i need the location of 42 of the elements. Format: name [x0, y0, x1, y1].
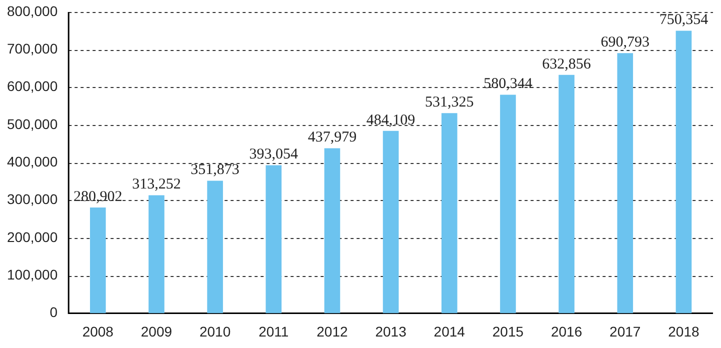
x-tick-label: 2010 — [199, 323, 231, 340]
bar — [382, 130, 399, 314]
data-label: 632,856 — [542, 56, 592, 72]
y-tick-label: 800,000 — [6, 2, 58, 19]
data-label: 750,354 — [659, 12, 709, 28]
bar — [500, 94, 516, 314]
x-tick-label: 2012 — [316, 323, 348, 340]
y-tick-label: 100,000 — [6, 266, 58, 282]
x-tick-label: 2009 — [140, 323, 172, 340]
x-tick-label: 2018 — [668, 323, 700, 340]
data-label: 690,793 — [600, 34, 650, 51]
data-label: 280,902 — [74, 188, 122, 205]
y-tick-label: 500,000 — [6, 116, 58, 132]
bar — [90, 207, 106, 314]
data-label: 437,979 — [308, 130, 357, 146]
data-label: 484,109 — [366, 112, 416, 128]
x-tick-label: 2017 — [610, 323, 641, 340]
y-tick-label: 300,000 — [6, 191, 58, 208]
y-tick-label: 600,000 — [6, 78, 58, 94]
y-tick-label: 0 — [50, 304, 58, 320]
data-label: 351,873 — [190, 162, 240, 178]
x-tick-label: 2008 — [82, 323, 114, 340]
x-tick-label: 2016 — [550, 323, 582, 340]
x-tick-label: 2013 — [375, 323, 407, 340]
data-label: 313,252 — [132, 176, 181, 193]
bar — [266, 165, 282, 314]
bar — [558, 74, 574, 314]
data-label: 531,325 — [425, 94, 474, 111]
bar — [148, 195, 164, 314]
bar — [617, 53, 634, 314]
x-tick-label: 2011 — [258, 323, 289, 340]
data-label: 580,344 — [484, 76, 533, 92]
y-tick-label: 400,000 — [6, 153, 58, 170]
x-tick-label: 2015 — [492, 323, 524, 340]
bar — [207, 180, 223, 314]
bar — [324, 148, 340, 314]
bar — [441, 113, 458, 314]
y-tick-label: 200,000 — [6, 228, 58, 245]
bar — [676, 30, 692, 314]
y-tick-label: 700,000 — [6, 40, 58, 57]
x-tick-label: 2014 — [434, 323, 466, 340]
data-label: 393,054 — [249, 146, 299, 163]
